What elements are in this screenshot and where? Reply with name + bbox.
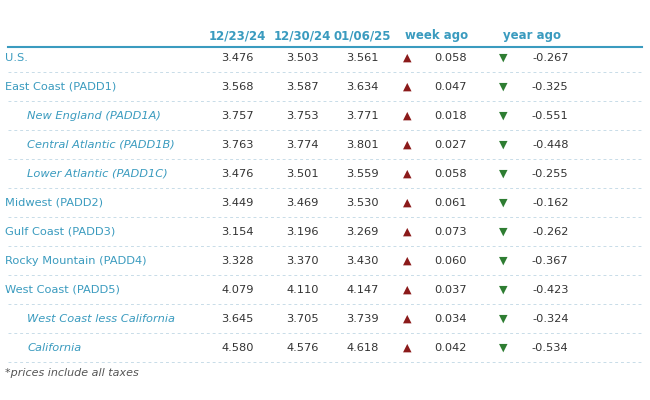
Text: 3.634: 3.634 [346, 82, 379, 92]
Text: California: California [27, 342, 81, 352]
Text: ▼: ▼ [499, 52, 507, 62]
Text: ▼: ▼ [499, 198, 507, 208]
Text: -0.448: -0.448 [532, 140, 569, 150]
Text: 3.328: 3.328 [222, 256, 254, 266]
Text: 3.196: 3.196 [286, 226, 318, 236]
Text: 0.061: 0.061 [434, 198, 467, 208]
Text: -0.267: -0.267 [532, 52, 569, 62]
Text: 4.618: 4.618 [346, 342, 379, 352]
Text: 3.705: 3.705 [286, 314, 318, 324]
Text: 0.034: 0.034 [434, 314, 467, 324]
Text: 0.058: 0.058 [434, 168, 467, 178]
Text: 3.501: 3.501 [286, 168, 318, 178]
Text: 12/23/24: 12/23/24 [209, 29, 266, 42]
Text: 3.476: 3.476 [222, 52, 254, 62]
Text: 0.060: 0.060 [434, 256, 467, 266]
Text: 3.771: 3.771 [346, 110, 379, 120]
Text: ▼: ▼ [499, 82, 507, 92]
Text: 0.047: 0.047 [434, 82, 467, 92]
Text: 3.801: 3.801 [346, 140, 379, 150]
Text: 4.079: 4.079 [222, 284, 254, 294]
Text: *prices include all taxes: *prices include all taxes [5, 368, 138, 378]
Text: Midwest (PADD2): Midwest (PADD2) [5, 198, 103, 208]
Text: 3.739: 3.739 [346, 314, 379, 324]
Text: 0.037: 0.037 [434, 284, 467, 294]
Text: New England (PADD1A): New England (PADD1A) [27, 110, 161, 120]
Text: 3.154: 3.154 [222, 226, 254, 236]
Text: West Coast (PADD5): West Coast (PADD5) [5, 284, 120, 294]
Text: ▼: ▼ [499, 110, 507, 120]
Text: 3.449: 3.449 [222, 198, 254, 208]
Text: 3.568: 3.568 [222, 82, 254, 92]
Text: 4.580: 4.580 [222, 342, 254, 352]
Text: 0.027: 0.027 [434, 140, 467, 150]
Text: ▼: ▼ [499, 256, 507, 266]
Text: -0.534: -0.534 [532, 342, 569, 352]
Text: 3.530: 3.530 [346, 198, 379, 208]
Text: ▼: ▼ [499, 284, 507, 294]
Text: 0.018: 0.018 [434, 110, 467, 120]
Text: U.S.: U.S. [5, 52, 27, 62]
Text: ▲: ▲ [403, 82, 411, 92]
Text: -0.255: -0.255 [532, 168, 569, 178]
Text: ▲: ▲ [403, 140, 411, 150]
Text: ▲: ▲ [403, 342, 411, 352]
Text: 3.753: 3.753 [286, 110, 318, 120]
Text: 3.587: 3.587 [286, 82, 318, 92]
Text: year ago: year ago [503, 29, 561, 42]
Text: 3.469: 3.469 [286, 198, 318, 208]
Text: East Coast (PADD1): East Coast (PADD1) [5, 82, 116, 92]
Text: -0.551: -0.551 [532, 110, 569, 120]
Text: West Coast less California: West Coast less California [27, 314, 176, 324]
Text: 0.042: 0.042 [434, 342, 467, 352]
Text: 3.757: 3.757 [221, 110, 254, 120]
Text: 3.763: 3.763 [222, 140, 254, 150]
Text: 3.476: 3.476 [222, 168, 254, 178]
Text: -0.423: -0.423 [532, 284, 569, 294]
Text: Lower Atlantic (PADD1C): Lower Atlantic (PADD1C) [27, 168, 168, 178]
Text: ▲: ▲ [403, 198, 411, 208]
Text: ▼: ▼ [499, 226, 507, 236]
Text: ▲: ▲ [403, 168, 411, 178]
Text: ▲: ▲ [403, 256, 411, 266]
Text: -0.262: -0.262 [532, 226, 568, 236]
Text: week ago: week ago [405, 29, 468, 42]
Text: 3.774: 3.774 [286, 140, 318, 150]
Text: ▼: ▼ [499, 342, 507, 352]
Text: 4.576: 4.576 [286, 342, 318, 352]
Text: -0.367: -0.367 [532, 256, 569, 266]
Text: 3.269: 3.269 [346, 226, 379, 236]
Text: 3.645: 3.645 [222, 314, 254, 324]
Text: 0.058: 0.058 [434, 52, 467, 62]
Text: 4.110: 4.110 [286, 284, 318, 294]
Text: 4.147: 4.147 [346, 284, 379, 294]
Text: -0.162: -0.162 [532, 198, 569, 208]
Text: ▲: ▲ [403, 110, 411, 120]
Text: -0.324: -0.324 [532, 314, 569, 324]
Text: 01/06/25: 01/06/25 [334, 29, 391, 42]
Text: Gulf Coast (PADD3): Gulf Coast (PADD3) [5, 226, 115, 236]
Text: Rocky Mountain (PADD4): Rocky Mountain (PADD4) [5, 256, 146, 266]
Text: Central Atlantic (PADD1B): Central Atlantic (PADD1B) [27, 140, 175, 150]
Text: ▲: ▲ [403, 52, 411, 62]
Text: 3.430: 3.430 [346, 256, 379, 266]
Text: 3.370: 3.370 [286, 256, 318, 266]
Text: ▼: ▼ [499, 140, 507, 150]
Text: 3.559: 3.559 [346, 168, 379, 178]
Text: 3.503: 3.503 [286, 52, 318, 62]
Text: 3.561: 3.561 [346, 52, 379, 62]
Text: 12/30/24: 12/30/24 [274, 29, 331, 42]
Text: ▲: ▲ [403, 284, 411, 294]
Text: -0.325: -0.325 [532, 82, 569, 92]
Text: ▼: ▼ [499, 168, 507, 178]
Text: ▼: ▼ [499, 314, 507, 324]
Text: ▲: ▲ [403, 314, 411, 324]
Text: ▲: ▲ [403, 226, 411, 236]
Text: 0.073: 0.073 [434, 226, 467, 236]
